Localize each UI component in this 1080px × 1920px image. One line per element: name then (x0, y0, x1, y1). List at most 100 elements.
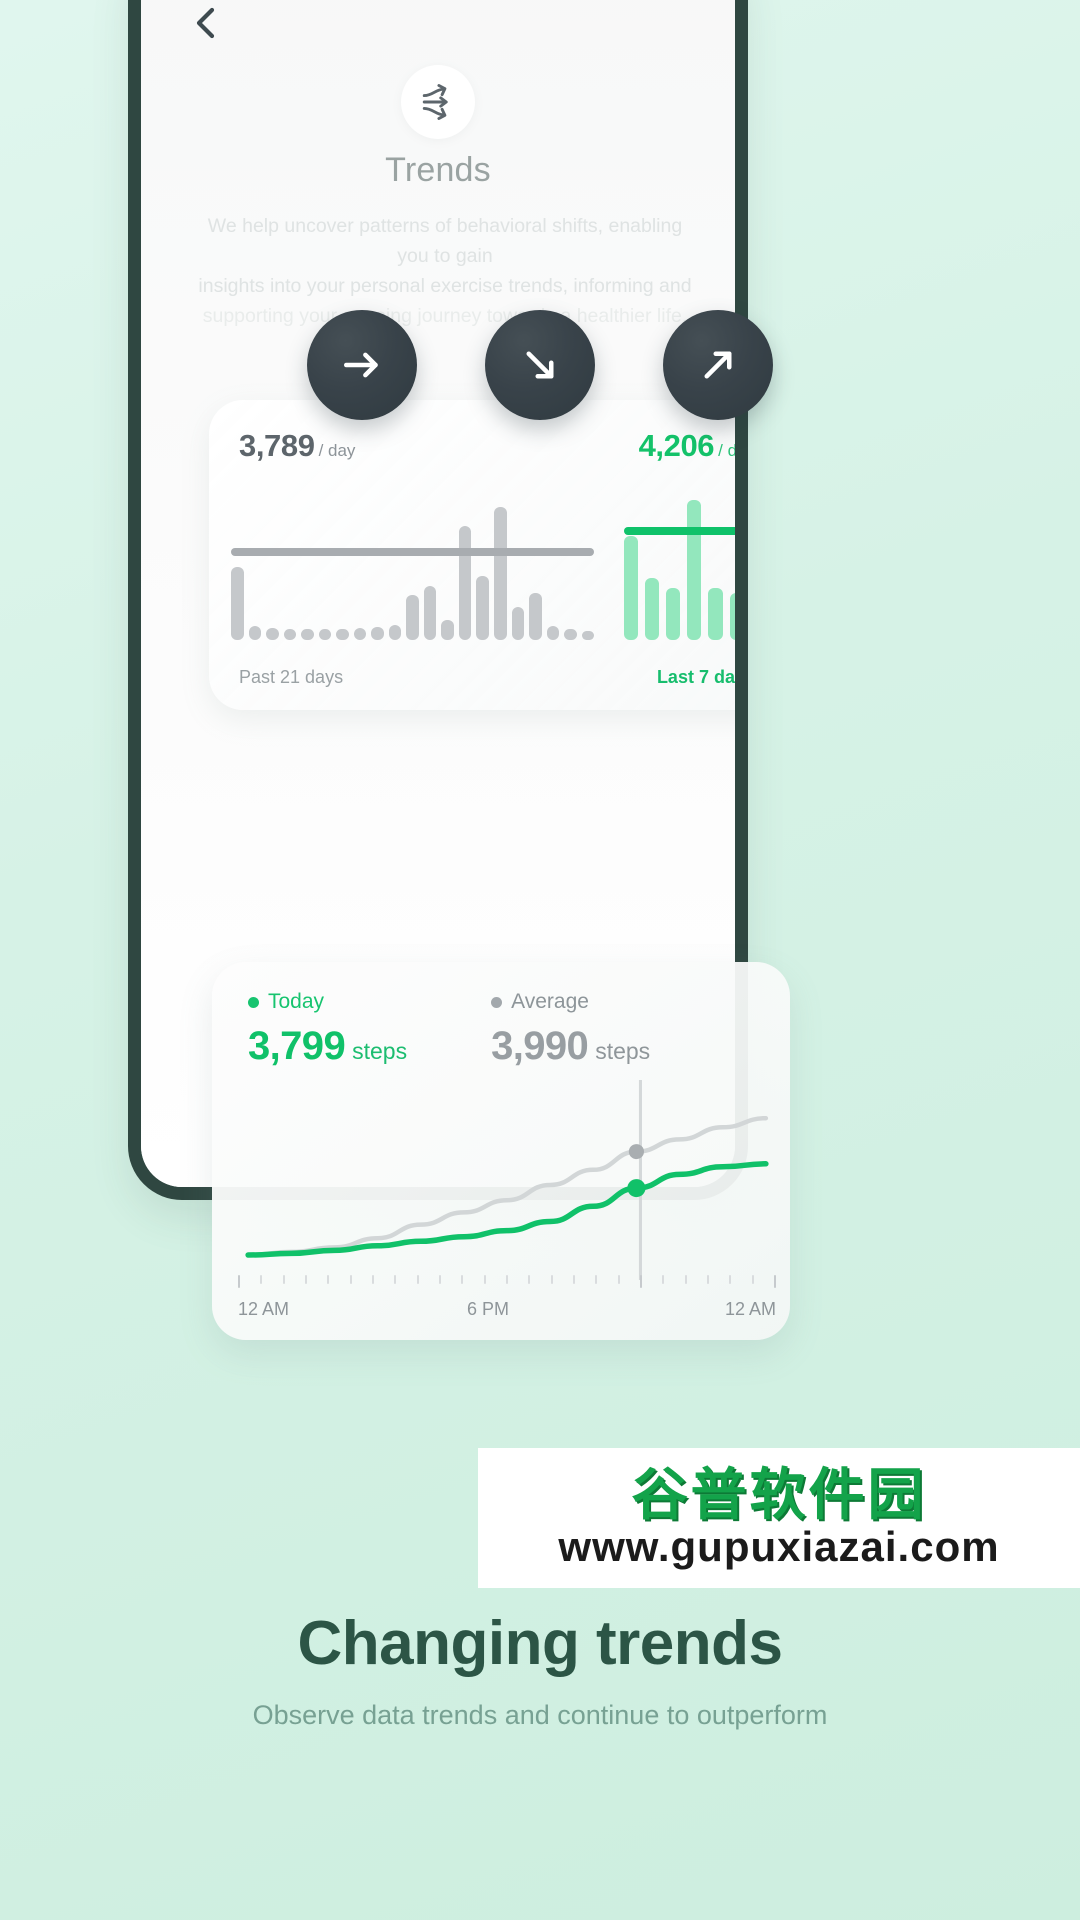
axis-tick (282, 1275, 285, 1284)
arrow-right-button[interactable] (307, 310, 417, 420)
axis-tick (617, 1275, 620, 1284)
arrow-right-icon (344, 352, 378, 378)
bar (511, 606, 525, 640)
footer-headline: Changing trends (297, 1609, 783, 1678)
axis-tick (260, 1275, 263, 1284)
chevron-left-icon (196, 7, 215, 39)
recent-average-stat: 4,206/ day (639, 428, 735, 464)
today-label: Today (268, 990, 325, 1013)
bar (644, 578, 659, 640)
axis-tick (684, 1275, 687, 1284)
bar (301, 629, 314, 640)
arrow-up-right-button[interactable] (663, 310, 773, 420)
bars-card-footer: Past 21 days Last 7 days (239, 667, 735, 688)
trends-split-arrows-icon (422, 84, 448, 120)
hero-icon-circle (401, 65, 475, 139)
bar (665, 587, 681, 640)
bar (406, 595, 419, 640)
axis-tick (706, 1275, 709, 1284)
today-value: 3,799 (248, 1024, 346, 1068)
past-average-line (231, 548, 595, 556)
past-average-unit: / day (318, 441, 356, 460)
bars-plot (231, 492, 735, 640)
axis-tick-row (238, 1275, 776, 1288)
today-dot-icon (248, 996, 259, 1008)
bar (266, 628, 279, 640)
average-dot-icon (491, 996, 503, 1008)
bar (231, 566, 244, 640)
average-unit: steps (595, 1038, 651, 1064)
axis-label-row: 12 AM 6 PM 12 AM (238, 1299, 776, 1320)
axis-tick (438, 1275, 441, 1284)
bar (581, 630, 595, 640)
bar (353, 628, 367, 640)
bar (729, 592, 735, 640)
bar (623, 535, 638, 640)
steps-line-plot (234, 1080, 780, 1280)
bar (687, 500, 702, 640)
today-legend: Today (248, 990, 407, 1014)
page-title: Trends (385, 151, 491, 189)
bar (708, 587, 723, 640)
bar (371, 626, 384, 640)
arrow-down-right-button[interactable] (485, 310, 595, 420)
axis-tick (371, 1275, 374, 1284)
recent-range-label: Last 7 days (656, 667, 735, 687)
bar (388, 624, 402, 640)
back-button[interactable] (187, 3, 227, 43)
trend-comparison-card: 3,789/ day 4,206/ day Past 21 days Last … (209, 400, 735, 710)
bar (423, 585, 437, 640)
axis-tick (550, 1275, 553, 1284)
daily-steps-card: Today 3,799 steps Average 3,990 steps (212, 962, 790, 1340)
today-line-path (245, 1161, 769, 1258)
bar (493, 507, 507, 640)
past-range-label: Past 21 days (239, 667, 344, 687)
axis-label-start: 12 AM (238, 1299, 290, 1319)
bar (248, 625, 262, 640)
recent-bars-group (623, 492, 735, 640)
today-marker-dot (627, 1179, 646, 1198)
axis-tick (751, 1275, 754, 1284)
footer-subline: Observe data trends and continue to outp… (252, 1700, 828, 1730)
arrow-down-right-icon (526, 351, 554, 379)
axis-tick (729, 1275, 732, 1284)
bar (476, 576, 489, 640)
description-line-1: We help uncover patterns of behavioral s… (207, 215, 683, 267)
axis-tick (595, 1275, 598, 1284)
past-average-stat: 3,789/ day (239, 428, 355, 464)
bar (529, 592, 542, 640)
axis-tick (461, 1275, 464, 1284)
today-stat-block: Today 3,799 steps (248, 990, 407, 1069)
axis-label-end: 12 AM (724, 1299, 776, 1319)
average-stat-block: Average 3,990 steps (491, 990, 650, 1069)
watermark-url: www.gupuxiazai.com (558, 1523, 1000, 1571)
average-line-path (245, 1115, 769, 1258)
average-marker-dot (628, 1144, 645, 1160)
today-value-row: 3,799 steps (248, 1024, 407, 1069)
average-legend: Average (491, 990, 650, 1014)
axis-tick (416, 1275, 419, 1284)
bar (318, 629, 332, 640)
axis-tick (639, 1275, 642, 1288)
axis-tick (572, 1275, 575, 1284)
watermark: 谷普软件园 www.gupuxiazai.com (478, 1448, 1080, 1588)
average-value-row: 3,990 steps (491, 1024, 650, 1069)
steps-line-svg (245, 1080, 769, 1280)
arrow-button-row (0, 310, 1080, 420)
axis-tick (304, 1275, 307, 1284)
bar (441, 619, 454, 640)
watermark-title: 谷普软件园 (631, 1462, 927, 1526)
bar (564, 629, 577, 640)
axis-tick (238, 1275, 240, 1288)
bar (336, 629, 349, 640)
axis-tick (394, 1275, 397, 1284)
axis-tick (349, 1275, 352, 1284)
description-line-2: insights into your personal exercise tre… (198, 275, 692, 297)
axis-tick (505, 1275, 508, 1284)
line-card-header: Today 3,799 steps Average 3,990 steps (248, 990, 760, 1069)
bar (458, 526, 472, 640)
bar (546, 625, 560, 640)
bars-card-header: 3,789/ day 4,206/ day (239, 428, 735, 464)
bar (283, 629, 297, 640)
axis-tick (327, 1275, 330, 1284)
